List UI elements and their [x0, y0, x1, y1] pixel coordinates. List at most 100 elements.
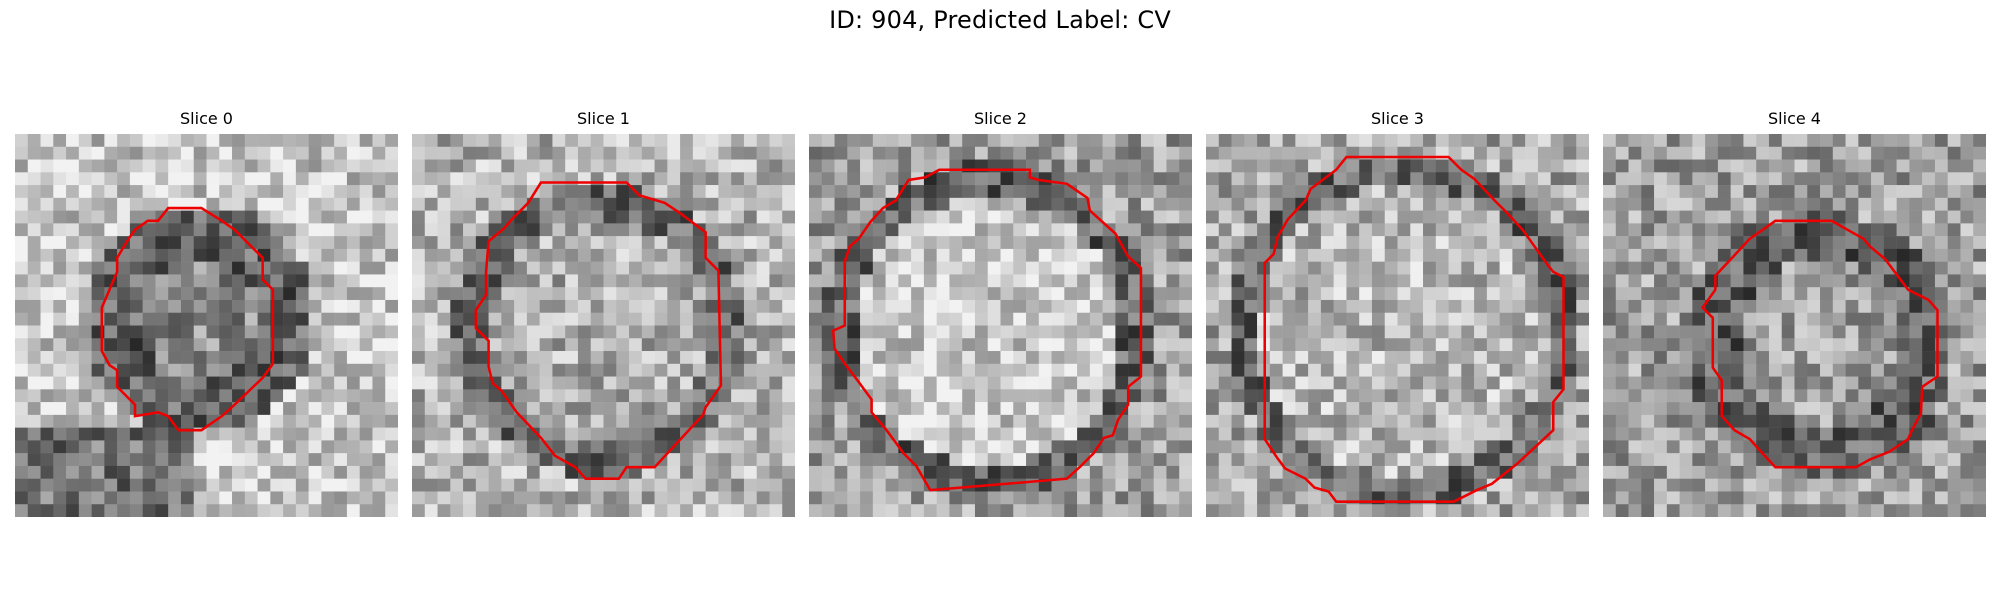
- pixel: [15, 325, 29, 339]
- pixel: [1346, 504, 1360, 517]
- pixel: [974, 376, 988, 390]
- pixel: [1871, 185, 1885, 199]
- pixel: [667, 185, 681, 199]
- pixel: [1435, 402, 1449, 416]
- pixel: [1871, 351, 1885, 365]
- pixel: [911, 504, 925, 517]
- pixel: [104, 338, 118, 352]
- pixel: [372, 312, 386, 326]
- pixel: [1603, 402, 1617, 416]
- pixel: [412, 223, 426, 237]
- pixel: [1179, 210, 1192, 224]
- pixel: [1641, 134, 1655, 148]
- pixel: [667, 223, 681, 237]
- pixel: [1244, 210, 1258, 224]
- pixel: [1692, 414, 1706, 428]
- pixel: [1397, 248, 1411, 262]
- pixel: [731, 402, 745, 416]
- pixel: [257, 453, 271, 467]
- slice-pixels-3: [1206, 134, 1589, 517]
- pixel: [488, 261, 502, 275]
- pixel: [1705, 185, 1719, 199]
- pixel: [962, 427, 976, 441]
- pixel: [885, 185, 899, 199]
- pixel: [1257, 236, 1271, 250]
- pixel: [1295, 312, 1309, 326]
- pixel: [372, 210, 386, 224]
- pixel: [641, 146, 655, 160]
- pixel: [1973, 351, 1986, 365]
- pixel: [1909, 197, 1923, 211]
- pixel: [1537, 236, 1551, 250]
- pixel: [1026, 453, 1040, 467]
- pixel: [1576, 465, 1589, 479]
- pixel: [603, 287, 617, 301]
- pixel: [603, 185, 617, 199]
- pixel: [809, 414, 823, 428]
- pixel: [718, 172, 732, 186]
- pixel: [66, 146, 80, 160]
- pixel: [718, 185, 732, 199]
- pixel: [334, 299, 348, 313]
- pixel: [1512, 504, 1526, 517]
- pixel: [756, 312, 770, 326]
- pixel: [718, 134, 732, 148]
- pixel: [1717, 274, 1731, 288]
- pixel: [334, 274, 348, 288]
- pixel: [180, 504, 194, 517]
- pixel: [705, 159, 719, 173]
- pixel: [1089, 363, 1103, 377]
- pixel: [1973, 389, 1986, 403]
- pixel: [488, 312, 502, 326]
- pixel: [244, 223, 258, 237]
- pixel: [1730, 299, 1744, 313]
- pixel: [1499, 478, 1513, 492]
- pixel: [463, 172, 477, 186]
- pixel: [1423, 402, 1437, 416]
- pixel: [654, 312, 668, 326]
- pixel: [1896, 453, 1910, 467]
- pixel: [334, 325, 348, 339]
- pixel: [1410, 376, 1424, 390]
- pixel: [437, 146, 451, 160]
- pixel: [1410, 223, 1424, 237]
- pixel: [1448, 172, 1462, 186]
- pixel: [1641, 248, 1655, 262]
- pixel: [629, 223, 643, 237]
- pixel: [1743, 299, 1757, 313]
- pixel: [1654, 248, 1668, 262]
- pixel: [1615, 389, 1629, 403]
- pixel: [78, 312, 92, 326]
- pixel: [756, 197, 770, 211]
- pixel: [743, 197, 757, 211]
- pixel: [155, 185, 169, 199]
- pixel: [270, 453, 284, 467]
- pixel: [1461, 440, 1475, 454]
- pixel: [769, 504, 783, 517]
- pixel: [321, 504, 335, 517]
- pixel: [1128, 236, 1142, 250]
- pixel: [359, 134, 373, 148]
- pixel: [1679, 172, 1693, 186]
- pixel: [743, 210, 757, 224]
- pixel: [1140, 236, 1154, 250]
- pixel: [1257, 223, 1271, 237]
- pixel: [949, 185, 963, 199]
- pixel: [450, 312, 464, 326]
- pixel: [1038, 210, 1052, 224]
- pixel: [1603, 465, 1617, 479]
- pixel: [1282, 172, 1296, 186]
- pixel: [616, 274, 630, 288]
- pixel: [1628, 504, 1642, 517]
- pixel: [1140, 363, 1154, 377]
- pixel: [629, 261, 643, 275]
- pixel: [1794, 236, 1808, 250]
- pixel: [1282, 197, 1296, 211]
- pixel: [898, 210, 912, 224]
- pixel: [1397, 134, 1411, 148]
- pixel: [1000, 134, 1014, 148]
- slice-pixels-4: [1603, 134, 1986, 517]
- pixel: [66, 299, 80, 313]
- pixel: [1537, 274, 1551, 288]
- pixel: [1909, 261, 1923, 275]
